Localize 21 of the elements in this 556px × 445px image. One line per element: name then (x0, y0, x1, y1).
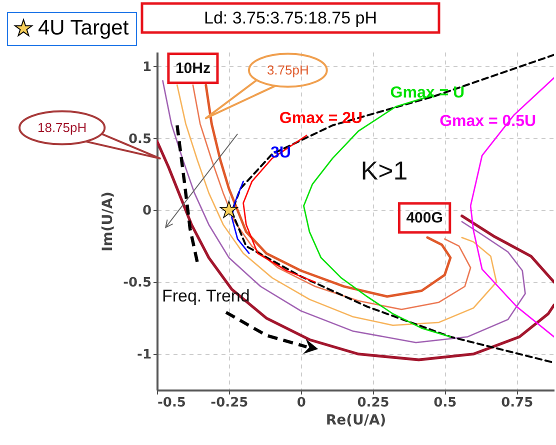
line-series (242, 134, 316, 283)
x-axis-title: Re(U/A) (326, 412, 386, 428)
y-tick-label: 0 (142, 204, 152, 219)
y-tick-label: 0.5 (128, 132, 152, 147)
y-axis-title: Im(U/A) (100, 192, 116, 252)
text: 3.75pH (266, 62, 309, 78)
x-tick-label: 0.25 (357, 396, 390, 410)
y-tick-label: -1 (137, 348, 152, 363)
x-tick-label: -0.25 (210, 396, 248, 410)
y-tick-label: -0.5 (123, 276, 152, 291)
legend-label: 4U Target (38, 16, 129, 40)
annotation: 400G (406, 209, 443, 226)
y-tick-label: 1 (142, 60, 152, 75)
x-tick-label: -0.5 (158, 396, 186, 410)
x-tick-label: 0.75 (501, 396, 534, 410)
annotation: 10Hz (175, 60, 210, 77)
chart-title: Ld: 3.75:3.75:18.75 pH (204, 8, 377, 28)
text: 18.75pH (37, 120, 87, 136)
x-tick-label: 0 (296, 396, 306, 410)
x-tick-label: 0.5 (434, 396, 457, 410)
annotation: K>1 (360, 155, 408, 186)
